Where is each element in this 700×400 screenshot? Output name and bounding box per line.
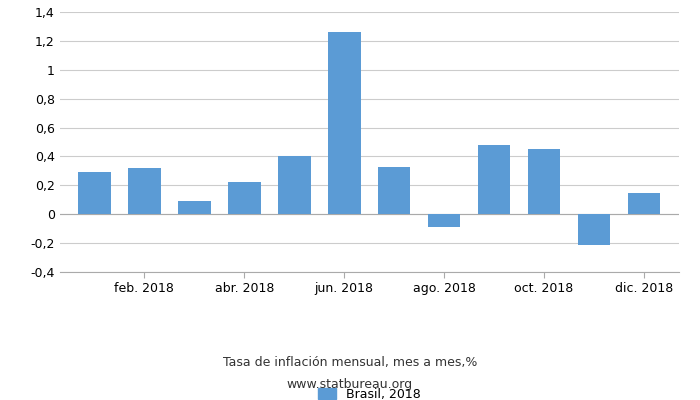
- Bar: [528, 149, 560, 214]
- Bar: [228, 182, 260, 214]
- Bar: [578, 214, 610, 244]
- Bar: [478, 145, 510, 214]
- Bar: [378, 166, 410, 214]
- Legend: Brasil, 2018: Brasil, 2018: [318, 388, 421, 400]
- Bar: [328, 32, 360, 214]
- Bar: [178, 201, 211, 214]
- Text: Tasa de inflación mensual, mes a mes,%: Tasa de inflación mensual, mes a mes,%: [223, 356, 477, 369]
- Bar: [278, 156, 311, 214]
- Text: www.statbureau.org: www.statbureau.org: [287, 378, 413, 391]
- Bar: [628, 192, 660, 214]
- Bar: [428, 214, 461, 227]
- Bar: [78, 172, 111, 214]
- Bar: [128, 168, 161, 214]
